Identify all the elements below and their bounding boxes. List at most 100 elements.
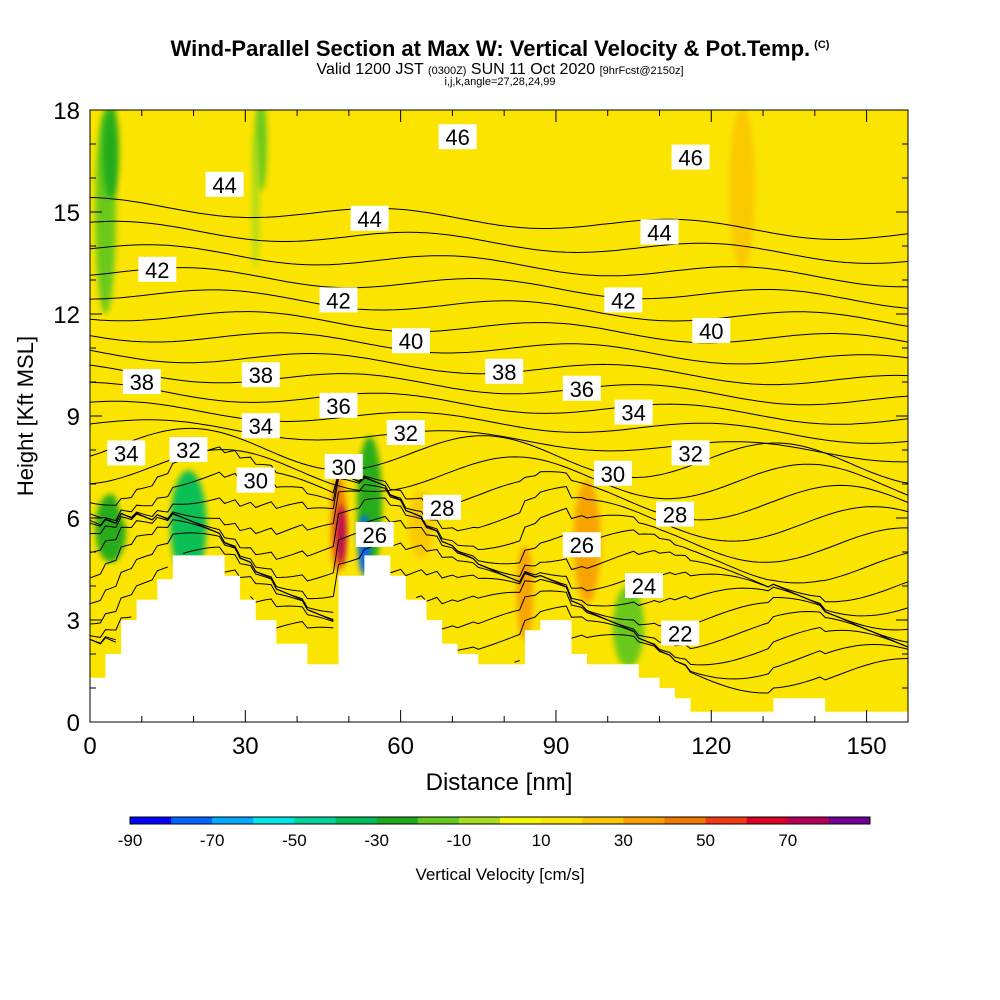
contour-label: 28 bbox=[423, 494, 462, 521]
theta-contour-line bbox=[90, 244, 908, 288]
contour-label: 34 bbox=[107, 440, 146, 466]
contour-label-text: 46 bbox=[678, 146, 702, 171]
y-tick-label: 6 bbox=[67, 506, 80, 533]
contour-label: 38 bbox=[485, 358, 524, 385]
contour-label-box bbox=[671, 144, 710, 170]
contour-label-box bbox=[692, 318, 731, 343]
theta-contour-line bbox=[90, 616, 132, 638]
colorbar-swatch bbox=[335, 817, 378, 824]
contour-label: 30 bbox=[324, 454, 363, 480]
contour-label: 42 bbox=[138, 256, 177, 283]
contour-label-text: 30 bbox=[601, 462, 625, 487]
theta-contour-line bbox=[90, 477, 908, 563]
contour-label-box bbox=[138, 256, 177, 282]
contour-label: 28 bbox=[656, 501, 694, 528]
contour-label-box bbox=[661, 620, 700, 646]
contour-label-text: 28 bbox=[430, 496, 454, 521]
contour-label-box bbox=[625, 573, 663, 598]
x-tick-label: 120 bbox=[691, 733, 731, 760]
colorbar-tick-label: 30 bbox=[614, 831, 633, 850]
y-tick-label: 12 bbox=[53, 302, 80, 329]
contour-label-box bbox=[236, 467, 275, 493]
colorbar-label: Vertical Velocity [cm/s] bbox=[415, 865, 584, 884]
theta-contour-line bbox=[90, 471, 908, 542]
contour-label-box bbox=[350, 205, 389, 231]
velocity-cell bbox=[170, 470, 207, 580]
contour-label-box bbox=[324, 454, 363, 479]
contour-label: 32 bbox=[671, 440, 710, 466]
contour-label: 22 bbox=[661, 620, 700, 647]
theta-contour-line bbox=[571, 633, 908, 694]
theta-contour-line bbox=[90, 220, 908, 264]
chart-title-line: Wind-Parallel Section at Max W: Vertical… bbox=[0, 36, 1000, 62]
velocity-cell bbox=[252, 133, 260, 270]
colorbar-swatch bbox=[582, 817, 624, 824]
y-tick-label: 3 bbox=[67, 608, 80, 635]
contour-label-box bbox=[169, 437, 208, 462]
velocity-field bbox=[95, 110, 883, 688]
y-tick-label: 18 bbox=[53, 98, 80, 125]
y-axis-label: Height [Kft MSL] bbox=[13, 336, 38, 496]
contour-label-text: 22 bbox=[668, 622, 692, 647]
contour-label-box bbox=[671, 440, 710, 466]
velocity-cell bbox=[102, 110, 119, 199]
velocity-cell bbox=[675, 620, 800, 688]
contour-label-text: 40 bbox=[399, 329, 423, 354]
theta-contour-line bbox=[441, 590, 908, 666]
contour-label-text: 38 bbox=[249, 363, 273, 388]
copyright-mark: (C) bbox=[814, 38, 830, 51]
contour-label-box bbox=[355, 522, 394, 547]
theta-contours bbox=[90, 197, 908, 694]
colorbar-swatch bbox=[705, 817, 748, 824]
contour-label-text: 26 bbox=[362, 523, 386, 548]
velocity-cell bbox=[612, 586, 644, 668]
x-tick-label: 0 bbox=[83, 733, 96, 760]
forecast-info: [9hrFcst@2150z] bbox=[599, 65, 684, 77]
theta-contour-line bbox=[183, 546, 334, 620]
theta-contour-line bbox=[250, 596, 334, 622]
contour-label-text: 44 bbox=[212, 173, 236, 198]
x-axis-label: Distance [nm] bbox=[426, 769, 573, 796]
contour-label: 38 bbox=[122, 369, 161, 395]
contour-label: 42 bbox=[604, 287, 643, 313]
velocity-cell bbox=[395, 399, 562, 501]
contour-label: 36 bbox=[562, 375, 601, 402]
theta-contour-line bbox=[90, 364, 908, 406]
contour-label-text: 26 bbox=[570, 533, 594, 558]
contour-label-text: 42 bbox=[611, 288, 635, 313]
colorbar-swatch bbox=[130, 817, 172, 824]
contour-label: 30 bbox=[593, 460, 632, 487]
theta-contour-line bbox=[90, 483, 908, 584]
theta-contour-line bbox=[90, 449, 908, 500]
contour-label-text: 36 bbox=[326, 394, 350, 419]
contour-label: 30 bbox=[236, 467, 275, 494]
contour-label-text: 32 bbox=[394, 421, 418, 446]
contour-label-box bbox=[604, 287, 643, 313]
colorbar-tick-label: -70 bbox=[200, 831, 225, 850]
contour-label-box bbox=[614, 399, 653, 425]
contour-label-box bbox=[392, 328, 430, 354]
theta-contour-line bbox=[90, 197, 908, 240]
contour-label: 42 bbox=[319, 287, 358, 313]
contour-label-text: 42 bbox=[145, 258, 169, 283]
contour-label-text: 34 bbox=[621, 401, 645, 426]
theta-contour-line bbox=[90, 419, 908, 463]
contour-label: 40 bbox=[692, 318, 731, 344]
contour-label: 46 bbox=[438, 124, 477, 150]
theta-contour-line bbox=[90, 332, 908, 365]
contour-label-box bbox=[319, 287, 358, 313]
colorbar-tick-label: -10 bbox=[447, 831, 472, 850]
colorbar-tick-label: 10 bbox=[532, 831, 551, 850]
contour-label-box bbox=[562, 532, 601, 558]
colorbar-swatch bbox=[458, 817, 501, 824]
contour-label-text: 40 bbox=[699, 319, 723, 344]
velocity-cell bbox=[729, 110, 756, 270]
y-tick-label: 9 bbox=[67, 404, 80, 431]
contour-label-box bbox=[485, 358, 524, 384]
contour-label-box bbox=[205, 171, 244, 197]
colorbar-swatch bbox=[171, 817, 213, 824]
colorbar-swatch bbox=[376, 817, 419, 824]
colorbar-swatch bbox=[664, 817, 707, 824]
colorbar-frame bbox=[129, 816, 871, 825]
colorbar-swatch bbox=[417, 817, 460, 824]
